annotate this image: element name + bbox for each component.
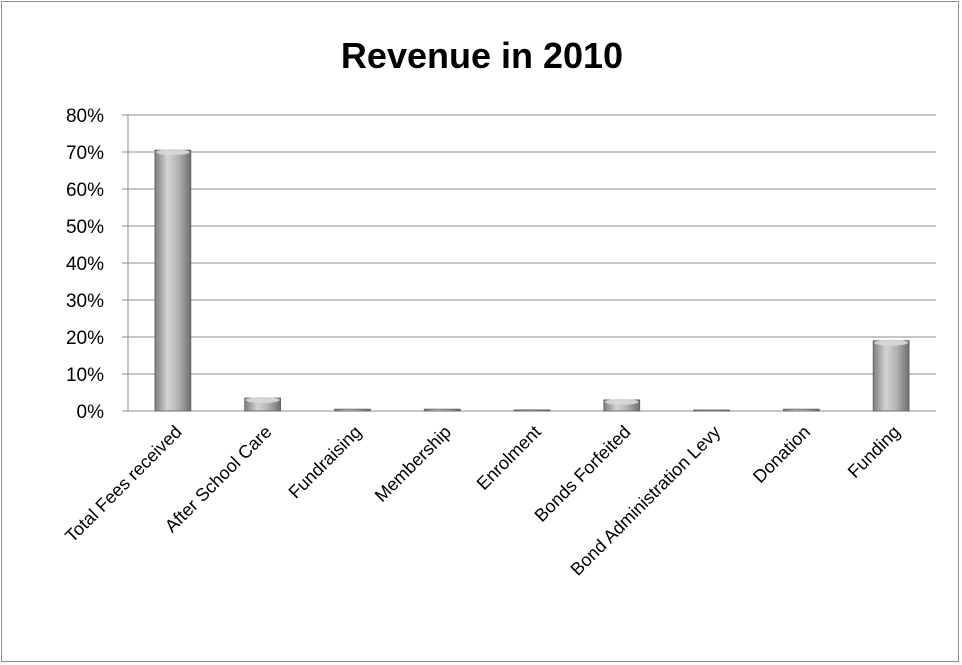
y-axis-ticks: 0% 10% 20% 30% 40% 50% 60% 70% 80% bbox=[66, 106, 104, 423]
bar bbox=[423, 408, 461, 412]
y-tick-label: 20% bbox=[66, 328, 104, 349]
x-tick-label: Fundraising bbox=[285, 422, 366, 503]
y-tick-label: 60% bbox=[66, 180, 104, 201]
x-tick-label: Enrolment bbox=[473, 422, 545, 494]
x-tick-label: Membership bbox=[371, 422, 455, 506]
bars bbox=[154, 149, 910, 412]
bar bbox=[513, 409, 551, 412]
y-tick-label: 40% bbox=[66, 254, 104, 275]
x-tick-label: Donation bbox=[749, 422, 814, 487]
bar bbox=[334, 408, 371, 412]
x-tick-label: Funding bbox=[844, 422, 904, 482]
y-tick-label: 70% bbox=[66, 143, 104, 164]
gridlines bbox=[122, 114, 936, 412]
y-tick-label: 30% bbox=[66, 291, 104, 312]
y-tick-label: 80% bbox=[66, 106, 104, 127]
chart-title: Revenue in 2010 bbox=[341, 35, 623, 76]
bar bbox=[603, 398, 641, 412]
y-tick-label: 10% bbox=[66, 365, 104, 386]
bar bbox=[782, 408, 820, 412]
y-tick-label: 50% bbox=[66, 217, 104, 238]
x-tick-label: Bond Administration Levy bbox=[567, 422, 725, 580]
bar bbox=[693, 409, 730, 412]
bar bbox=[872, 339, 910, 412]
x-tick-label: Bonds Forfeited bbox=[531, 422, 635, 526]
bar bbox=[154, 149, 192, 412]
y-tick-label: 0% bbox=[77, 402, 105, 423]
bar bbox=[244, 397, 282, 412]
